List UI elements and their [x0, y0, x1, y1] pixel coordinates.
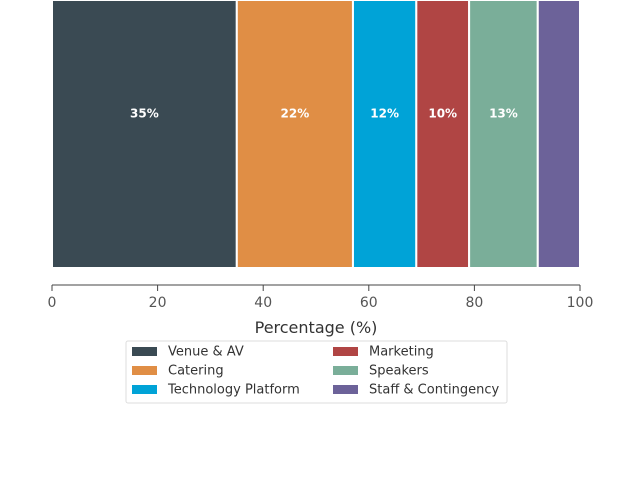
segment-label-catering: 22% [281, 107, 310, 121]
legend-label-speakers: Speakers [369, 364, 429, 379]
segment-label-technology-platform: 12% [370, 107, 399, 121]
legend-label-catering: Catering [168, 364, 224, 379]
x-tick-label: 60 [360, 295, 378, 311]
legend-frame [125, 340, 508, 404]
legend-label-staff-and-contingency: Staff & Contingency [369, 383, 500, 398]
x-tick-label: 20 [149, 295, 167, 311]
legend-swatch-marketing [333, 347, 358, 356]
x-tick-label: 40 [254, 295, 272, 311]
legend-swatch-technology-platform [132, 385, 157, 394]
bar-segment-speakers [468, 0, 539, 269]
bar-segment-catering [235, 0, 354, 269]
bar-segment-staff-and-contingency [536, 0, 582, 269]
x-axis: 0 20 40 60 80 100 [48, 284, 594, 311]
legend-label-venue-and-av: Venue & AV [168, 345, 244, 360]
bar-segments [51, 0, 582, 269]
legend-swatch-venue-and-av [132, 347, 157, 356]
x-axis-title: Percentage (%) [255, 318, 378, 337]
segment-label-marketing: 10% [428, 107, 457, 121]
legend-swatch-speakers [333, 366, 358, 375]
legend-label-marketing: Marketing [369, 345, 434, 360]
bar-segment-venue-and-av [51, 0, 238, 269]
segment-labels: 35% 22% 12% 10% 13% [130, 107, 518, 121]
bar-segment-technology-platform [351, 0, 418, 269]
bar-segment-marketing [415, 0, 471, 269]
legend-label-technology-platform: Technology Platform [167, 383, 300, 398]
legend: Venue & AV Catering Technology Platform Mar… [125, 340, 508, 404]
x-tick-label: 100 [567, 295, 594, 311]
x-tick-label: 80 [465, 295, 483, 311]
segment-label-venue-and-av: 35% [130, 107, 159, 121]
segment-label-speakers: 13% [489, 107, 518, 121]
x-tick-label: 0 [48, 295, 57, 311]
legend-swatch-catering [132, 366, 157, 375]
legend-swatch-staff-and-contingency [333, 385, 358, 394]
